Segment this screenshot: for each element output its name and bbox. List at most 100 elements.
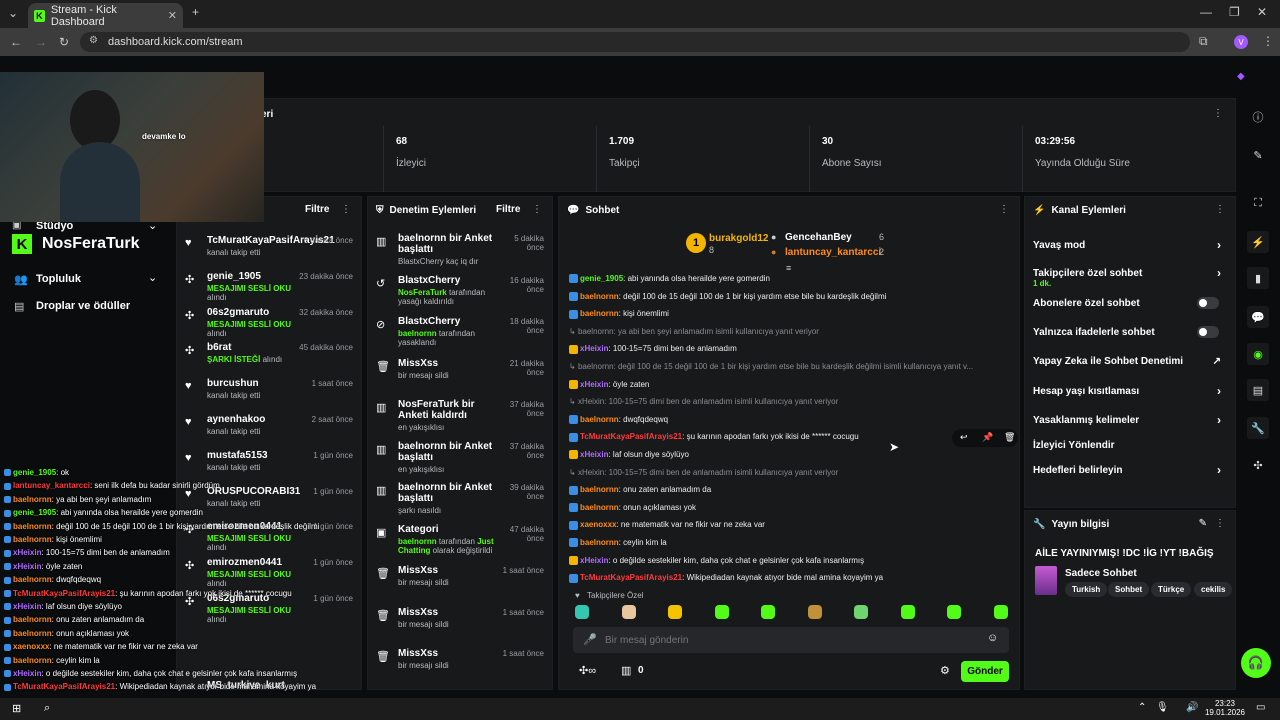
chevron-right-icon[interactable]: › (1217, 413, 1221, 427)
activity-row[interactable]: ♥ aynenhakoo kanalı takip etti 2 saat önce (177, 412, 361, 448)
activity-icon[interactable]: ▮ (1247, 267, 1269, 289)
add-widget-icon[interactable]: ✣ (1253, 459, 1263, 472)
chat-username[interactable]: xHeixin (580, 379, 609, 389)
emoji-icon[interactable]: ☺ (987, 632, 999, 644)
stream-info-menu-icon[interactable]: ⋮ (1215, 518, 1225, 529)
quick-actions-icon[interactable]: ⚡ (1247, 231, 1269, 253)
edit-icon[interactable]: ✎ (1253, 149, 1263, 162)
tab-search-icon[interactable]: ⌄ (8, 6, 19, 20)
activity-row[interactable]: ♥ burcushun kanalı takip etti 1 saat önce (177, 376, 361, 412)
external-link-icon[interactable]: ↗ (1212, 355, 1221, 367)
activity-row[interactable]: ✣ genie_1905 MESAJIMI SESLİ OKU alındı 23 d… (177, 269, 361, 305)
windows-start-icon[interactable]: ⊞ (12, 703, 22, 715)
stats-menu-icon[interactable]: ⋮ (1213, 108, 1223, 119)
back-icon[interactable]: ← (10, 35, 22, 49)
chat-settings-icon[interactable]: ⚙ (940, 665, 950, 677)
chat-username[interactable]: TcMuratKayaPasifArayis21 (580, 432, 683, 442)
studio-chevron-icon[interactable]: ⌄ (148, 220, 158, 232)
chat-message[interactable]: TcMuratKayaPasifArayis21: Wikipediadan k… (569, 573, 883, 583)
edit-pencil-icon[interactable]: ✎ (1198, 518, 1207, 529)
chat-message[interactable]: xHeixin: o değilde sestekiler kim, daha … (569, 556, 864, 565)
moderation-row[interactable]: ▥ baelnornn bir Anket başlattı şarkı nasıl… (368, 480, 552, 520)
emote-icon[interactable] (714, 605, 729, 619)
tag-pill[interactable]: cekilis (1194, 582, 1233, 597)
reply-icon[interactable]: ↩ (960, 432, 968, 442)
channel-action-row[interactable]: Abonelere özel sohbet (1033, 291, 1225, 315)
channel-points-icon[interactable]: ✣∞ (579, 665, 597, 677)
taskbar-search-icon[interactable]: ⌕ (44, 702, 51, 714)
emote-icon[interactable] (993, 605, 1008, 619)
profile-avatar[interactable]: V (1234, 35, 1248, 49)
chat-username[interactable]: xHeixin (580, 344, 609, 354)
tag-pill[interactable]: Türkçe (1151, 582, 1192, 597)
moderation-row[interactable]: ▣ Kategori baelnornn tarafından Just Chatt… (368, 522, 552, 562)
channel-action-row[interactable]: İzleyici Yönlendir (1033, 433, 1225, 457)
emote-icon[interactable] (621, 605, 636, 619)
moderation-row[interactable]: ▥ NosFeraTurk bir Anketi kaldırdı en yakış… (368, 397, 552, 437)
user-menu-icon[interactable]: ◆ (1237, 71, 1245, 82)
chat-message[interactable]: baelnornn: kişi önemlimi (569, 309, 669, 319)
chat-username[interactable]: baelnornn (580, 485, 619, 495)
chat-message[interactable]: ↳ baelnornn: ya abi ben şeyi anlamadım i… (569, 327, 819, 336)
channel-actions-menu-icon[interactable]: ⋮ (1215, 204, 1225, 215)
chat-message[interactable]: xHeixin: öyle zaten (569, 380, 649, 389)
activity-menu-icon[interactable]: ⋮ (341, 204, 351, 215)
moderation-row[interactable]: ▥ baelnornn bir Anket başlattı BlastxCherr… (368, 231, 552, 271)
activity-row[interactable]: ✣ 06s2gmaruto MESAJIMI SESLİ OKU alındı 32 … (177, 305, 361, 341)
emote-icon[interactable] (575, 605, 589, 619)
send-button[interactable]: Gönder (961, 661, 1009, 682)
channel-action-row[interactable]: Takipçilere özel sohbet 1 dk. › (1033, 261, 1225, 288)
activity-row[interactable]: ♥ mustafa5153 kanalı takip etti 1 gün önce (177, 448, 361, 484)
chat-username[interactable]: baelnornn (580, 414, 619, 424)
pin-icon[interactable]: 📌 (982, 432, 994, 442)
notifications-icon[interactable]: ▭ (1256, 702, 1266, 713)
tab-close-icon[interactable]: ✕ (167, 10, 177, 22)
delete-icon[interactable]: 🗑 (1004, 432, 1016, 442)
activity-row[interactable]: ✣ emirozmen0441 MESAJIMI SESLİ OKU alındı 1… (177, 519, 361, 555)
minimize-icon[interactable]: — (1200, 5, 1212, 19)
info-icon[interactable]: ⓘ (1252, 112, 1264, 124)
emote-icon[interactable] (761, 605, 775, 619)
chat-message[interactable]: xHeixin: laf olsun diye söylüyo (569, 450, 689, 460)
microphone-tray-icon[interactable]: 🎙 (1156, 702, 1169, 713)
channel-action-row[interactable]: Yapay Zeka ile Sohbet Denetimi ↗ (1033, 349, 1225, 373)
extensions-icon[interactable]: ⧉ (1199, 34, 1208, 48)
chat-icon[interactable]: 💬 (1247, 306, 1269, 328)
channel-action-row[interactable]: Yasaklanmış kelimeler › (1033, 408, 1225, 432)
moderation-row[interactable]: 🗑 MissXss bir mesajı sildi 1 saat önce (368, 646, 552, 686)
forward-icon[interactable]: → (35, 35, 47, 49)
chat-message[interactable]: baelnornn: değil 100 de 15 değil 100 de … (569, 292, 886, 301)
chat-username[interactable]: baelnornn (580, 291, 619, 301)
chat-menu-icon[interactable]: ⋮ (999, 204, 1009, 215)
emote-icon[interactable] (854, 605, 868, 619)
microphone-icon[interactable]: 🎤 (583, 634, 597, 646)
reload-icon[interactable]: ↻ (59, 35, 70, 49)
chat-message[interactable]: baelnornn: onu zaten anlamadım da (569, 485, 711, 495)
fullscreen-icon[interactable]: ⛶ (1254, 196, 1262, 209)
activity-row[interactable]: ♥ TcMuratKayaPasifArayis21 kanalı takip et… (177, 233, 361, 269)
emote-icon[interactable] (668, 605, 682, 619)
moderation-row[interactable]: ⊘ BlastxCherry baelnornn tarafından yasakl… (368, 314, 552, 354)
moderation-menu-icon[interactable]: ⋮ (532, 204, 542, 215)
nav-drops[interactable]: Droplar ve ödüller (36, 300, 131, 312)
chat-username[interactable]: baelnornn (580, 538, 619, 547)
broadcast-icon[interactable]: ◉ (1247, 343, 1269, 365)
activity-row[interactable]: ✣ b6rat ŞARKI İSTEĞİ alındı 45 dakika önce (177, 340, 361, 376)
moderation-row[interactable]: 🗑 MissXss bir mesajı sildi 1 saat önce (368, 563, 552, 603)
chat-message[interactable]: ↳ xHeixin: 100-15=75 dimi ben de anlamad… (569, 397, 838, 406)
chat-message[interactable]: genie_1905: abi yanında olsa herailde ye… (569, 274, 770, 284)
support-chat-icon[interactable]: 🎧 (1241, 648, 1271, 678)
community-chevron-icon[interactable]: ⌄ (148, 272, 158, 284)
moderation-log-icon[interactable]: ▤ (1247, 379, 1269, 401)
moderation-row[interactable]: ↺ BlastxCherry NosFeraTurk tarafından yasa… (368, 273, 552, 313)
tools-icon[interactable]: 🔧 (1247, 417, 1269, 439)
new-tab-icon[interactable]: + (192, 5, 200, 19)
maximize-icon[interactable]: ❐ (1229, 5, 1240, 19)
chat-username[interactable]: genie_1905 (580, 274, 624, 283)
activity-row[interactable]: ✣ emirozmen0441 MESAJIMI SESLİ OKU alındı 1… (177, 555, 361, 591)
emote-icon[interactable] (947, 605, 961, 619)
browser-menu-icon[interactable]: ⋮ (1262, 34, 1274, 48)
moderation-row[interactable]: 🗑 MissXss bir mesajı sildi 21 dakika önce (368, 356, 552, 396)
chat-message[interactable]: xaenoxxx: ne matematik var ne fikir var … (569, 520, 765, 530)
channel-action-row[interactable]: Hesap yaşı kısıtlaması › (1033, 379, 1225, 403)
